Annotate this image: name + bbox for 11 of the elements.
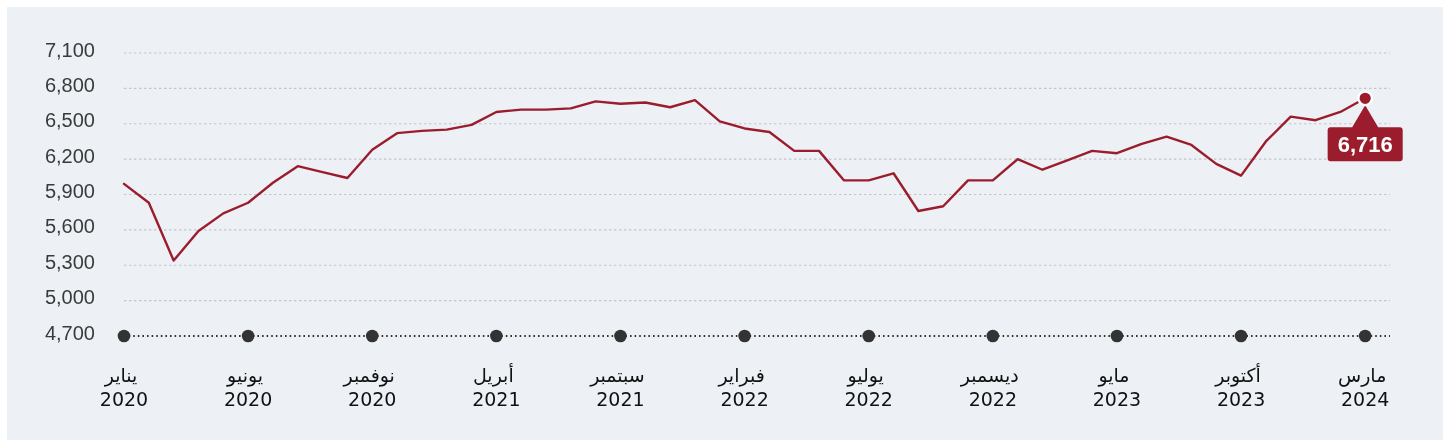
- data-label: 6,716: [1337, 132, 1393, 158]
- y-tick-label: 7,100: [44, 38, 95, 61]
- y-tick-label: 5,000: [44, 286, 95, 309]
- y-tick-label: 6,500: [44, 109, 95, 132]
- y-tick-label: 5,900: [44, 180, 95, 202]
- y-tick-label: 6,800: [44, 73, 95, 96]
- y-tick-label: 4,700: [44, 321, 95, 344]
- y-tick-label: 5,300: [44, 250, 95, 273]
- y-tick-label: 6,200: [44, 144, 95, 167]
- y-tick-label: 5,600: [44, 215, 95, 238]
- value-label: 6,716: [1327, 90, 1403, 162]
